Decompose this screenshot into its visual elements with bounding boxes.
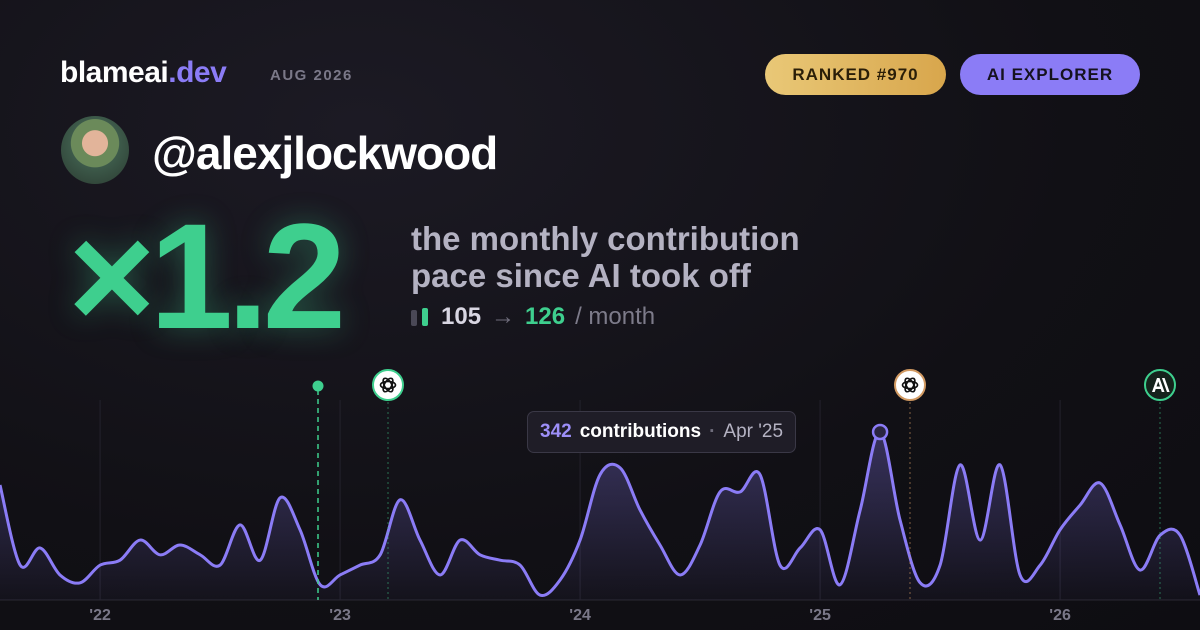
brand: blameai.dev [60, 56, 227, 90]
x-tick-label: '24 [569, 607, 591, 624]
tier-badge: AI EXPLORER [960, 54, 1140, 95]
tooltip-separator: · [709, 421, 716, 442]
description: the monthly contribution [411, 220, 800, 257]
event-dot [312, 380, 324, 392]
before-value: 105 [441, 303, 482, 330]
handle: @alexjlockwood [152, 127, 498, 179]
openai-icon [894, 369, 926, 401]
highlight-point [871, 423, 889, 441]
avatar [61, 116, 129, 184]
brand-tld: .dev [168, 56, 227, 89]
area [0, 431, 1200, 600]
tooltip: 342 contributions · Apr '25 [527, 411, 797, 453]
arrow: → [491, 303, 516, 330]
anthropic-icon [1144, 369, 1176, 401]
x-tick-label: '22 [89, 607, 111, 624]
rank-badge: RANKED #970 [765, 54, 946, 95]
event-markers [312, 369, 1176, 600]
x-tick-label: '23 [329, 607, 351, 624]
line [0, 430, 1200, 597]
tooltip-value: 342 [540, 421, 572, 442]
x-tick-label: '25 [809, 607, 831, 624]
multiplier: ×1.2 [68, 192, 346, 360]
description: pace since AI took off [411, 257, 751, 294]
after-value: 126 [525, 303, 566, 330]
brand-name: blameai [60, 56, 169, 89]
tooltip-date: Apr '25 [723, 421, 784, 442]
x-tick-label: '26 [1049, 607, 1071, 624]
unit: / month [575, 303, 656, 330]
openai-icon [372, 369, 404, 401]
tooltip-unit: contributions [579, 421, 702, 442]
stats: 105 → 126 / month [411, 303, 655, 331]
date: AUG 2026 [270, 67, 353, 84]
pace-icon [411, 308, 428, 326]
